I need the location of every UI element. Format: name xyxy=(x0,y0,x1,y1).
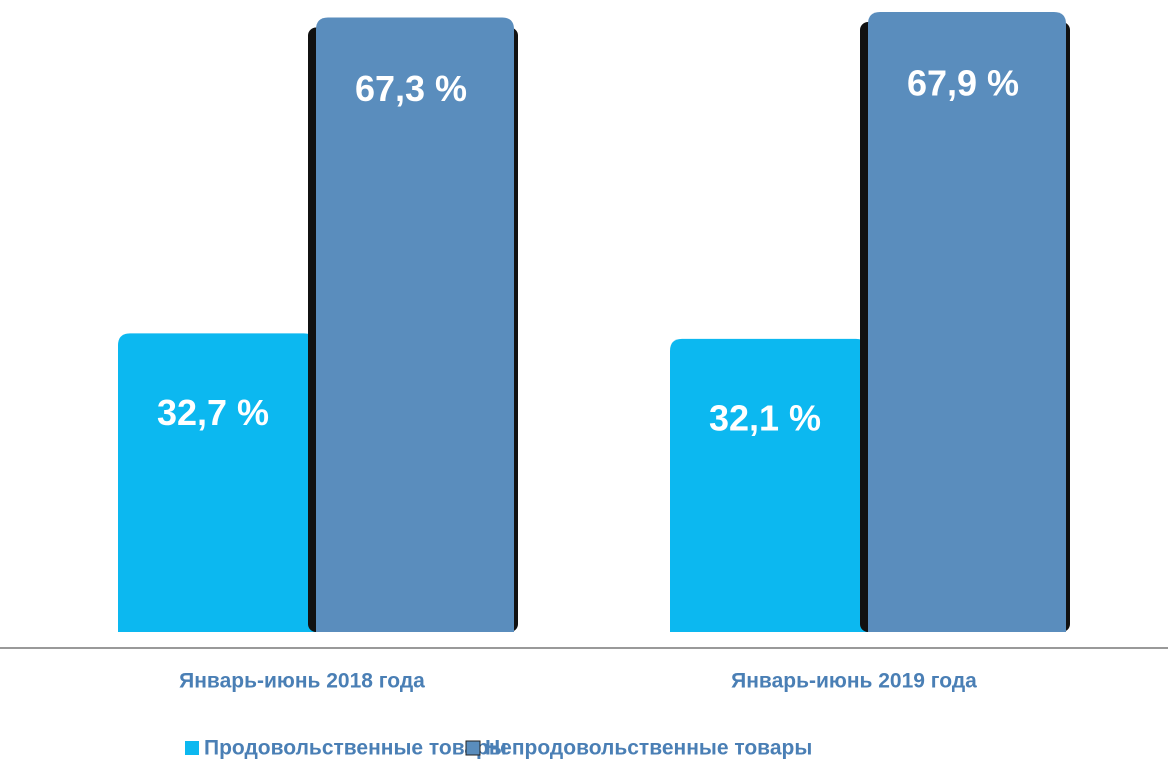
bar xyxy=(118,333,316,632)
value-label: 67,9 % xyxy=(907,63,1019,104)
x-tick-label: Январь-июнь 2019 года xyxy=(731,670,977,693)
bar xyxy=(868,12,1066,632)
legend-swatch xyxy=(465,740,481,756)
value-label: 32,7 % xyxy=(157,392,269,433)
x-tick-label: Январь-июнь 2018 года xyxy=(179,670,425,693)
bar xyxy=(670,338,868,632)
legend-label: Непродовольственные товары xyxy=(485,737,812,760)
legend-label: Продовольственные товары xyxy=(204,737,507,760)
legend-swatch xyxy=(185,741,199,755)
value-label: 67,3 % xyxy=(355,68,467,109)
value-label: 32,1 % xyxy=(709,397,821,438)
bar xyxy=(316,17,514,633)
